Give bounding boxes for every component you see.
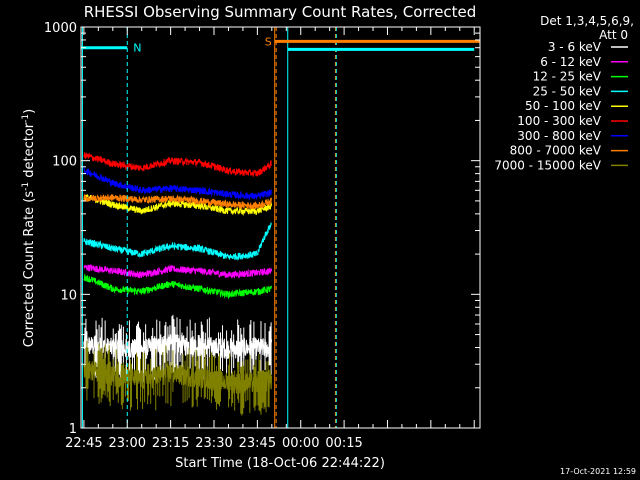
series-25-to-50keV bbox=[83, 222, 272, 261]
legend-attenuator: Att 0 bbox=[599, 28, 628, 42]
series-trace bbox=[83, 152, 272, 177]
y-tick-label: 1000 bbox=[44, 21, 77, 36]
x-tick-label: 23:45 bbox=[239, 436, 276, 451]
legend-label: 50 - 100 keV bbox=[525, 99, 602, 113]
series-300-to-800keV bbox=[83, 167, 273, 201]
y-axis: 1 10 100 1000 bbox=[44, 21, 480, 437]
y-axis-label-mid: detector bbox=[22, 122, 37, 182]
series-12-to-25keV bbox=[83, 274, 273, 300]
x-axis-label: Start Time (18-Oct-06 22:44:22) bbox=[175, 456, 385, 471]
interval-label-night: N bbox=[133, 42, 141, 55]
series-100-to-300keV bbox=[83, 152, 272, 177]
series-6-to-12keV bbox=[83, 263, 273, 279]
series-3-to-6keV bbox=[83, 314, 273, 383]
legend-detectors: Det 1,3,4,5,6,9, bbox=[540, 14, 634, 28]
series-7000-to-15000keV bbox=[83, 340, 273, 416]
y-tick-label: 10 bbox=[60, 288, 77, 303]
legend-label: 800 - 7000 keV bbox=[510, 144, 602, 158]
series-trace bbox=[83, 222, 272, 261]
series-trace bbox=[83, 167, 273, 201]
legend-label: 6 - 12 keV bbox=[540, 55, 602, 69]
generation-timestamp: 17-Oct-2021 12:59 bbox=[560, 467, 636, 476]
y-axis-label: Corrected Count Rate (s-1 detector-1) bbox=[21, 109, 37, 347]
series-spikes bbox=[84, 314, 272, 383]
legend-label: 12 - 25 keV bbox=[533, 70, 602, 84]
x-axis: 22:45 23:00 23:15 23:30 23:45 00:00 00:15 bbox=[65, 27, 475, 451]
interval-label-saa: S bbox=[265, 35, 272, 48]
y-tick-label: 100 bbox=[52, 155, 77, 170]
x-tick-label: 23:15 bbox=[152, 436, 189, 451]
legend-label: 25 - 50 keV bbox=[533, 84, 602, 98]
x-tick-label: 22:45 bbox=[65, 436, 102, 451]
legend-label: 3 - 6 keV bbox=[548, 40, 602, 54]
series-layer bbox=[83, 152, 273, 416]
chart-title: RHESSI Observing Summary Count Rates, Co… bbox=[84, 3, 477, 21]
plot-frame bbox=[80, 26, 481, 429]
x-tick-label: 23:30 bbox=[195, 436, 232, 451]
legend-label: 100 - 300 keV bbox=[517, 114, 601, 128]
y-axis-label-sup-2: -1 bbox=[21, 114, 31, 123]
y-axis-label-sup-1: -1 bbox=[21, 182, 31, 191]
series-trace bbox=[83, 193, 273, 211]
x-tick-label: 00:00 bbox=[282, 436, 319, 451]
series-800-to-7000keV bbox=[83, 193, 273, 211]
legend-label: 7000 - 15000 keV bbox=[494, 158, 601, 172]
series-spikes bbox=[85, 340, 270, 416]
x-tick-label: 00:15 bbox=[325, 436, 362, 451]
series-trace bbox=[83, 263, 273, 279]
y-axis-label-end: ) bbox=[22, 109, 37, 114]
y-tick-label: 1 bbox=[69, 422, 77, 437]
y-axis-label-main: Corrected Count Rate (s bbox=[22, 191, 37, 348]
series-trace bbox=[83, 274, 273, 300]
legend-label: 300 - 800 keV bbox=[517, 129, 601, 143]
x-tick-label: 23:00 bbox=[109, 436, 146, 451]
